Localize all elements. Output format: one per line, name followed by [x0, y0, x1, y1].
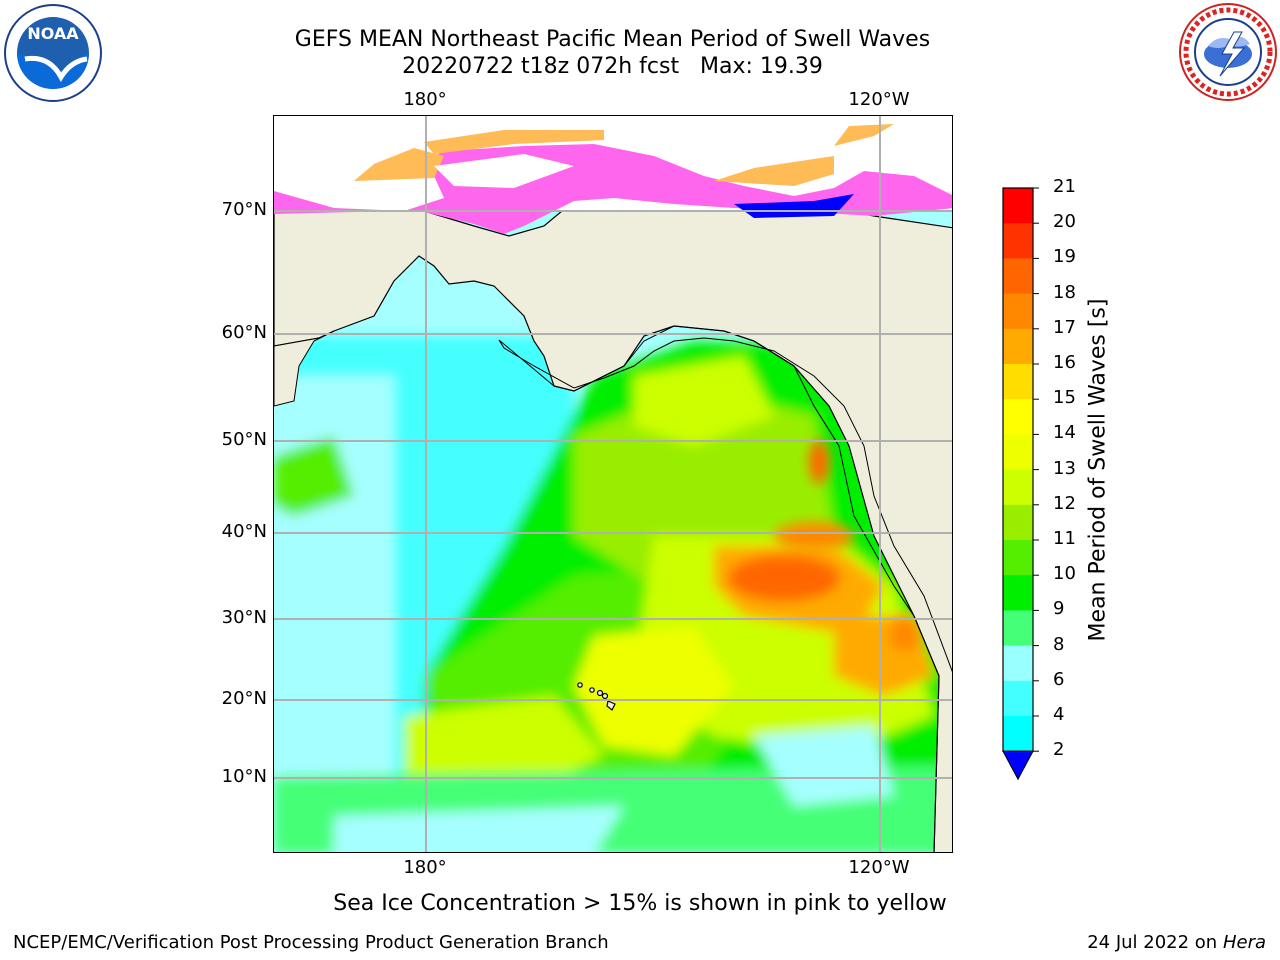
colorbar-segment [1003, 188, 1033, 224]
colorbar-tick-label: 17 [1053, 316, 1076, 338]
colorbar-segment [1003, 610, 1033, 647]
noaa-logo-text: NOAA [27, 24, 79, 43]
sea-ice-footnote: Sea Ice Concentration > 15% is shown in … [333, 891, 947, 916]
colorbar-tick-label: 13 [1053, 457, 1076, 479]
colorbar-segment [1003, 364, 1033, 400]
colorbar-segment [1003, 540, 1033, 576]
colorbar-segment [1003, 223, 1033, 259]
lat-label-50n: 50°N [221, 429, 267, 450]
colorbar-tick-label: 6 [1053, 668, 1065, 690]
colorbar-segment [1003, 504, 1033, 541]
nws-logo-icon [1179, 3, 1277, 101]
colorbar-tick-label: 11 [1053, 528, 1076, 549]
lat-label-10n: 10°N [221, 766, 267, 787]
colorbar-segment [1003, 680, 1033, 717]
map-frame [273, 115, 953, 853]
colorbar-segment [1003, 293, 1033, 330]
colorbar-tick-label: 14 [1053, 422, 1076, 444]
colorbar-segment [1003, 469, 1033, 506]
colorbar-tick-label: 16 [1053, 352, 1076, 373]
chart-title: GEFS MEAN Northeast Pacific Mean Period … [294, 27, 931, 52]
run-date: 24 Jul 2022 on Hera [1087, 932, 1266, 954]
lon-label-bottom-180: 180° [403, 857, 447, 878]
hawaii-islands [577, 682, 616, 711]
colorbar-segment [1003, 716, 1033, 752]
colorbar-tick-label: 12 [1053, 492, 1076, 514]
colorbar-tick-label: 20 [1053, 211, 1076, 233]
colorbar-tick-label: 10 [1053, 563, 1076, 585]
colorbar-segment [1003, 399, 1033, 435]
noaa-logo-icon: NOAA [4, 4, 102, 102]
colorbar-segment [1003, 434, 1033, 471]
colorbar-underflow-triangle [1002, 750, 1034, 781]
colorbar-tick-label: 15 [1053, 387, 1076, 409]
swell-hotspots [729, 440, 918, 675]
colorbar-tick-label: 19 [1053, 246, 1076, 268]
land-siberia [274, 330, 335, 407]
chart-subtitle: 20220722 t18z 072h fcst Max: 19.39 [402, 54, 823, 79]
lat-label-40n: 40°N [221, 521, 267, 542]
lat-label-30n: 30°N [221, 607, 267, 628]
colorbar-segment [1003, 575, 1033, 611]
host-name: Hera [1222, 932, 1266, 953]
colorbar [1002, 187, 1039, 781]
swell-period-map [274, 116, 952, 852]
run-date-text: 24 Jul 2022 on [1087, 932, 1218, 953]
credit-text: NCEP/EMC/Verification Post Processing Pr… [13, 932, 609, 953]
colorbar-tick-label: 9 [1053, 598, 1065, 620]
lon-label-top-120w: 120°W [848, 89, 910, 110]
lon-label-bottom-120w: 120°W [848, 857, 910, 878]
colorbar-segment [1003, 645, 1033, 682]
lat-label-60n: 60°N [221, 322, 267, 343]
lon-label-top-180: 180° [403, 89, 447, 110]
colorbar-tick-label: 8 [1053, 633, 1065, 655]
colorbar-tick-label: 2 [1053, 739, 1065, 761]
colorbar-tick-label: 21 [1053, 176, 1076, 197]
graticule [274, 116, 952, 852]
colorbar-segment [1003, 328, 1033, 365]
lat-label-20n: 20°N [221, 688, 267, 709]
lat-label-70n: 70°N [221, 199, 267, 220]
colorbar-tick-label: 4 [1053, 704, 1065, 725]
colorbar-tick-label: 18 [1053, 281, 1076, 303]
colorbar-segment [1003, 258, 1033, 295]
colorbar-label: Mean Period of Swell Waves [s] [1085, 298, 1111, 642]
